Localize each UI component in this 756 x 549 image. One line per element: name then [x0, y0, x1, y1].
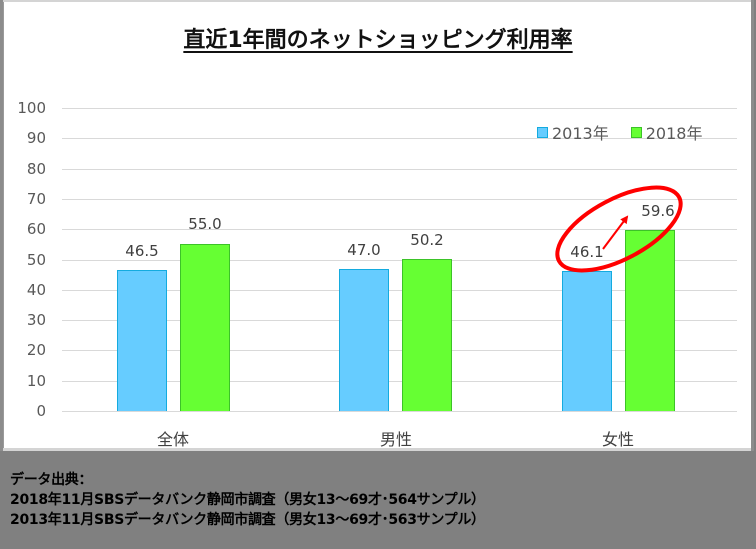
y-tick: 80	[26, 160, 46, 178]
y-tick: 50	[26, 251, 46, 269]
category-label: 男性	[379, 430, 412, 449]
category-label: 全体	[156, 430, 189, 449]
gridline-10	[62, 381, 737, 382]
y-tick: 10	[26, 372, 46, 390]
gridline-60	[62, 229, 737, 230]
frame-right-edge	[751, 0, 754, 451]
y-tick: 60	[26, 220, 46, 238]
y-tick: 30	[26, 311, 46, 329]
gridline-50	[62, 260, 737, 261]
legend-label: 2018年	[645, 124, 703, 143]
legend-swatch-2013-icon	[537, 126, 548, 138]
gridline-100	[62, 108, 737, 109]
frame-left-edge	[0, 0, 3, 451]
gridline-20	[62, 350, 737, 351]
data-label-2018-男性: 50.2	[410, 231, 444, 249]
y-tick: 40	[26, 281, 46, 299]
data-label-2018-全体: 55.0	[188, 215, 222, 233]
gridline-30	[62, 320, 737, 321]
legend: 2013年 2018年	[537, 120, 702, 144]
source-line: 2018年11月SBSデータバンク静岡市調査（男女13～69才･564サンプル）	[10, 492, 485, 508]
gridline-80	[62, 169, 737, 170]
source-notes: データ出典： 2018年11月SBSデータバンク静岡市調査（男女13～69才･5…	[10, 470, 485, 530]
data-label-2018-女性: 59.6	[641, 202, 675, 220]
y-tick: 20	[26, 341, 46, 359]
x-axis-line	[62, 411, 737, 412]
gridline-70	[62, 199, 737, 200]
y-tick: 0	[36, 402, 46, 420]
data-label-2013-女性: 46.1	[570, 243, 604, 261]
bar-2013-男性	[339, 269, 389, 411]
legend-item-2018: 2018年	[630, 120, 703, 144]
bar-2018-全体	[180, 244, 230, 411]
source-line: 2013年11月SBSデータバンク静岡市調査（男女13～69才･563サンプル）	[10, 512, 485, 528]
chart-title: 直近1年間のネットショッピング利用率	[0, 22, 756, 54]
gridline-40	[62, 290, 737, 291]
bar-2018-女性	[625, 230, 675, 411]
legend-item-2013: 2013年	[537, 120, 609, 144]
category-label: 女性	[601, 430, 634, 449]
chart-title-text: 直近1年間のネットショッピング利用率	[183, 28, 573, 53]
y-tick: 100	[17, 99, 46, 117]
data-label-2013-全体: 46.5	[125, 242, 159, 260]
gridline-90	[62, 138, 737, 139]
legend-label: 2013年	[552, 124, 609, 143]
bar-2013-全体	[117, 270, 167, 411]
y-tick: 90	[26, 129, 46, 147]
source-heading: データ出典：	[10, 472, 93, 488]
y-tick: 70	[26, 190, 46, 208]
bar-2018-男性	[402, 259, 452, 411]
bar-2013-女性	[562, 271, 612, 411]
data-label-2013-男性: 47.0	[347, 241, 381, 259]
legend-swatch-2018-icon	[630, 126, 642, 138]
